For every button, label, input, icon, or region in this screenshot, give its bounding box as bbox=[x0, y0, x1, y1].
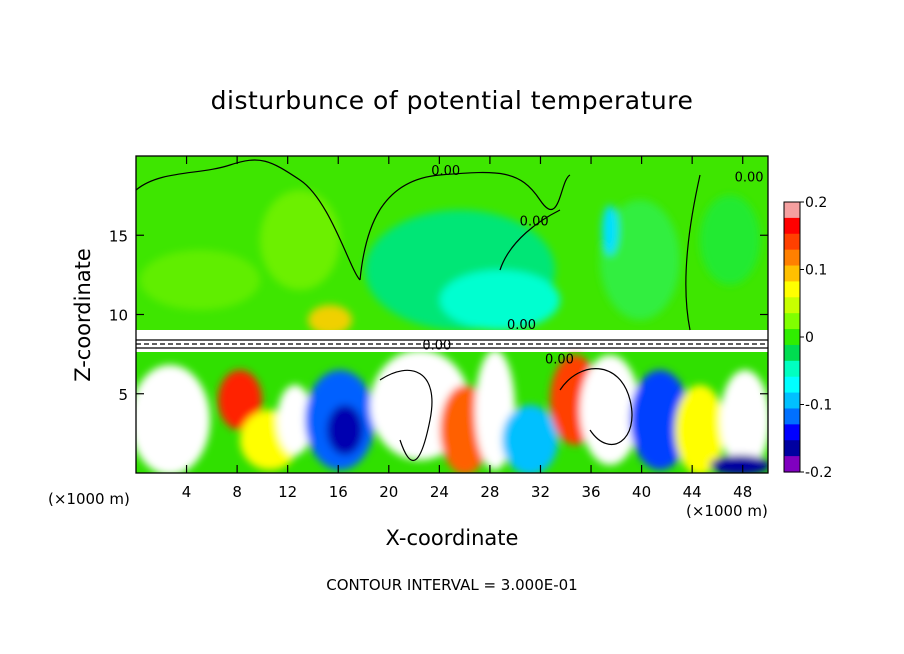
colorbar-swatch bbox=[784, 344, 800, 362]
y-axis-label: Z-coordinate bbox=[71, 248, 95, 382]
x-ticks: 4 8 12 16 20 24 28 32 36 40 44 48 bbox=[182, 156, 752, 501]
colorbar-swatch bbox=[784, 424, 800, 441]
x-axis-label: X-coordinate bbox=[385, 526, 519, 550]
colorbar-tick-label: -0.2 bbox=[805, 465, 832, 481]
z-unit-label: (×1000 m) bbox=[48, 490, 130, 508]
colorbar-swatch bbox=[784, 202, 800, 219]
inversion-band bbox=[136, 330, 768, 352]
colorbar-swatch bbox=[784, 376, 800, 394]
colorbar-swatch bbox=[784, 392, 800, 410]
colorbar-swatch bbox=[784, 249, 800, 267]
y-tick-label: 10 bbox=[109, 307, 128, 325]
contour-label: 0.00 bbox=[735, 170, 764, 185]
x-tick-label: 32 bbox=[531, 483, 550, 501]
y-tick-label: 15 bbox=[109, 227, 128, 245]
colorbar-swatch bbox=[784, 233, 800, 251]
colorbar: 0.2 0.1 0 -0.1 -0.2 bbox=[783, 195, 832, 481]
contour-label: 0.00 bbox=[507, 318, 536, 333]
colorbar-swatch bbox=[784, 265, 800, 283]
x-tick-label: 44 bbox=[683, 483, 702, 501]
colorbar-swatch bbox=[784, 281, 800, 298]
x-tick-label: 8 bbox=[232, 483, 242, 501]
colorbar-swatch bbox=[784, 456, 800, 473]
x-tick-label: 36 bbox=[581, 483, 600, 501]
x-tick-label: 48 bbox=[733, 483, 752, 501]
colorbar-swatch bbox=[784, 297, 800, 314]
x-tick-label: 4 bbox=[182, 483, 192, 501]
contour-label: 0.00 bbox=[545, 353, 574, 368]
contour-lines bbox=[136, 159, 768, 461]
x-tick-label: 16 bbox=[329, 483, 348, 501]
chart-title: disturbunce of potential temperature bbox=[210, 86, 694, 115]
contour-label: 0.00 bbox=[431, 164, 460, 179]
colorbar-swatch bbox=[784, 440, 800, 457]
lower-turbulence bbox=[136, 350, 768, 473]
x-tick-label: 20 bbox=[379, 483, 398, 501]
y-ticks: 5 10 15 bbox=[109, 227, 768, 404]
colorbar-tick-label: 0 bbox=[805, 330, 814, 346]
contour-interval-note: CONTOUR INTERVAL = 3.000E-01 bbox=[326, 576, 578, 594]
x-unit-label: (×1000 m) bbox=[686, 502, 768, 520]
x-tick-label: 28 bbox=[480, 483, 499, 501]
contour-label-layer: 0.00 0.00 0.00 0.00 0.00 0.00 bbox=[422, 164, 763, 368]
colorbar-swatch bbox=[784, 360, 800, 378]
colorbar-swatch bbox=[784, 313, 800, 330]
colorbar-swatch bbox=[784, 329, 800, 346]
colorbar-swatch bbox=[784, 217, 800, 235]
x-tick-label: 40 bbox=[632, 483, 651, 501]
x-tick-label: 12 bbox=[278, 483, 297, 501]
y-tick-label: 5 bbox=[118, 386, 128, 404]
plot-area bbox=[136, 156, 768, 473]
colorbar-tick-label: 0.2 bbox=[805, 195, 827, 211]
contour-label: 0.00 bbox=[520, 215, 549, 230]
upper-variation bbox=[140, 190, 760, 335]
contour-label: 0.00 bbox=[422, 338, 451, 353]
colorbar-swatch bbox=[784, 408, 800, 425]
colorbar-tick-label: -0.1 bbox=[805, 398, 832, 414]
x-tick-label: 24 bbox=[430, 483, 449, 501]
colorbar-tick-label: 0.1 bbox=[805, 263, 827, 279]
